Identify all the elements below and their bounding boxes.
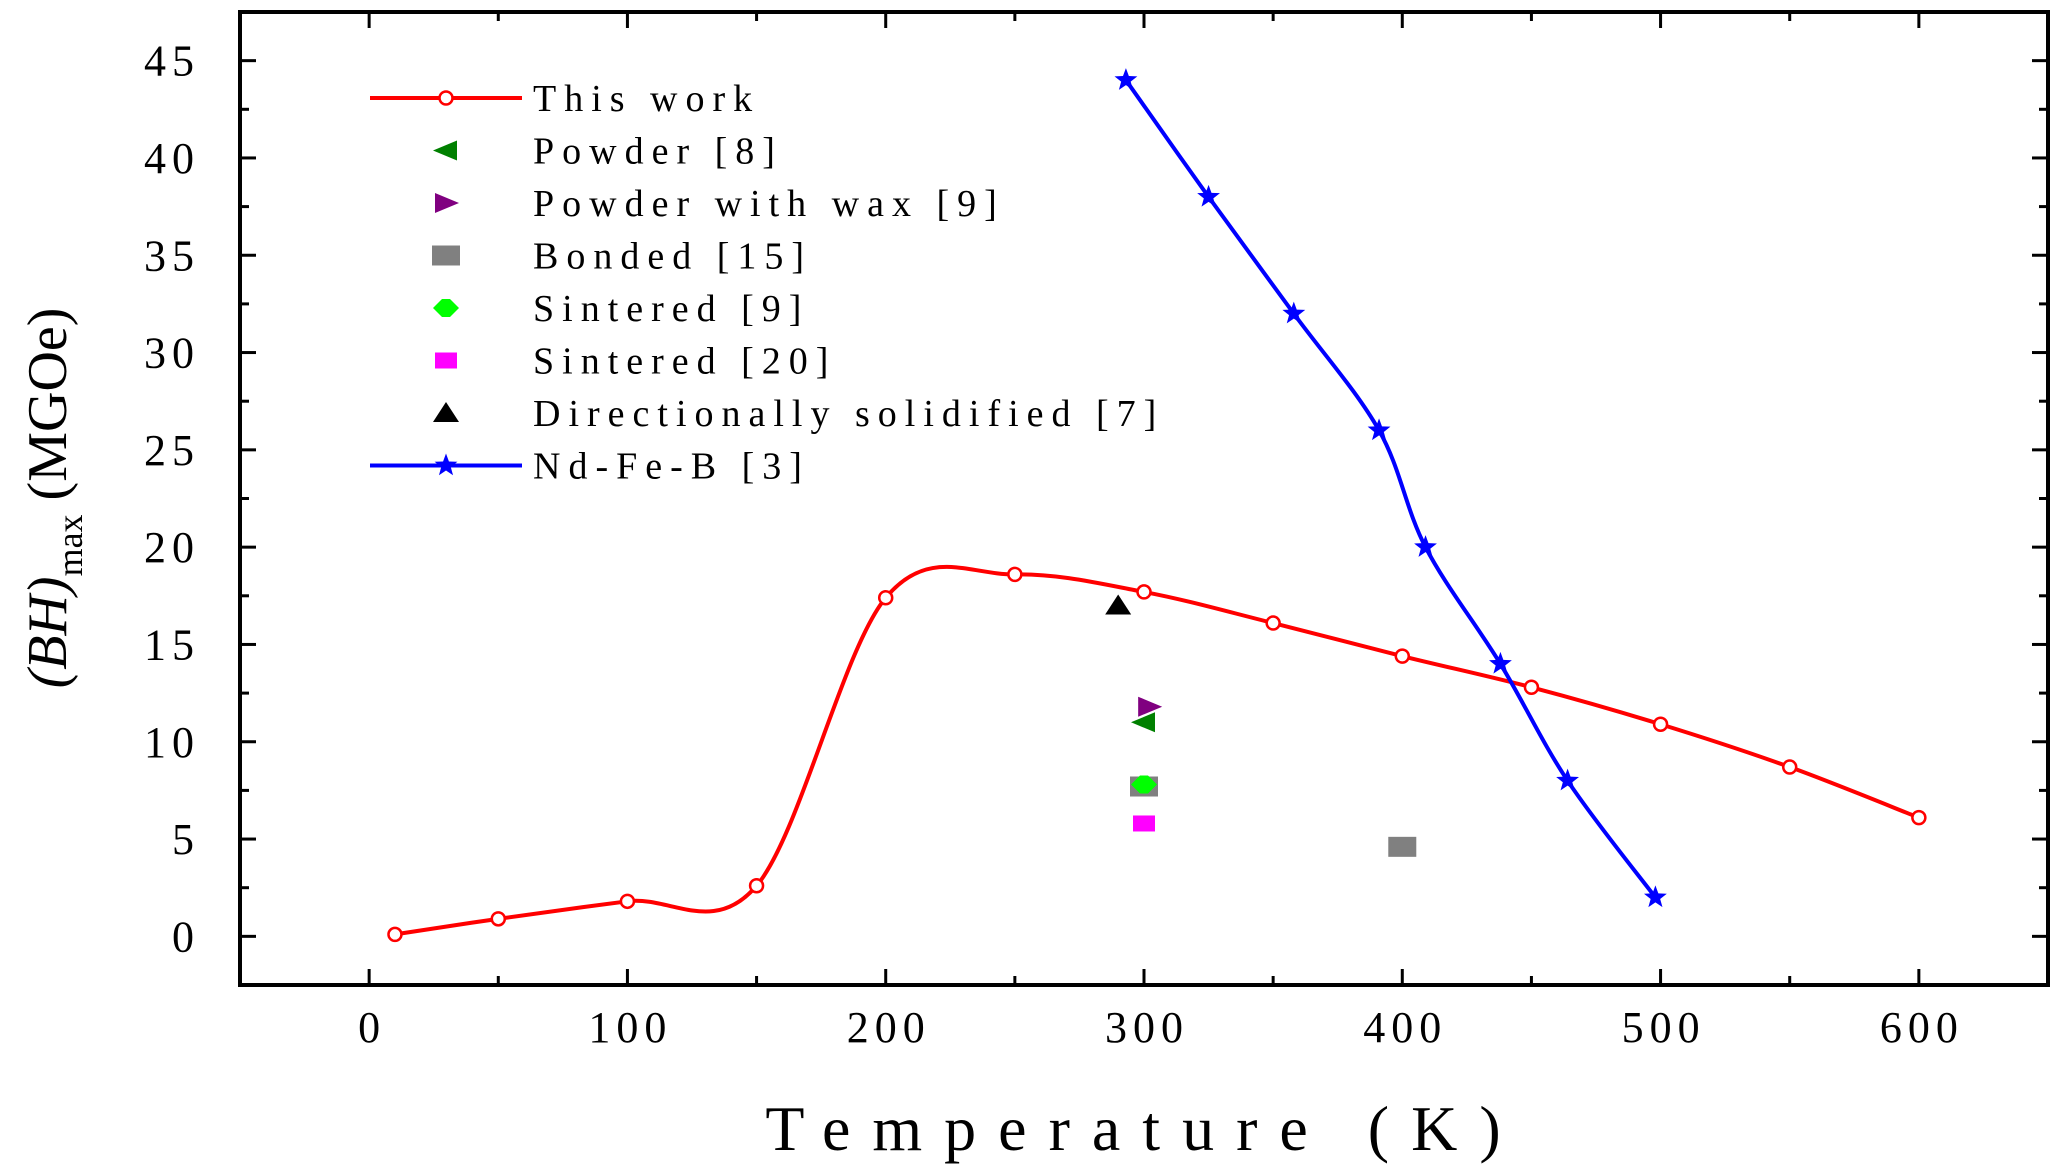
axis-ticks xyxy=(238,12,2050,985)
legend-label: Bonded [15] xyxy=(533,236,812,278)
legend-marker xyxy=(435,193,459,213)
data-point xyxy=(1105,594,1132,615)
y-tick-label: 25 xyxy=(144,426,200,475)
y-tick-label: 10 xyxy=(144,718,200,767)
legend-marker xyxy=(433,402,459,422)
x-tick-label: 500 xyxy=(1622,1003,1706,1052)
data-point xyxy=(877,589,894,606)
legend-item: Sintered [20] xyxy=(435,341,836,383)
data-point xyxy=(1136,584,1152,600)
series-directionally-solidified-7 xyxy=(1105,594,1132,615)
legend-marker xyxy=(435,352,457,369)
data-point xyxy=(1781,759,1798,775)
data-point xyxy=(490,911,507,927)
data-point xyxy=(1282,301,1306,324)
data-point xyxy=(1138,696,1163,717)
data-point xyxy=(1131,712,1155,733)
data-point xyxy=(1197,184,1220,207)
series-this-work xyxy=(387,564,1927,943)
legend-marker xyxy=(433,299,459,317)
legend-label: This work xyxy=(533,78,760,120)
x-axis-title: Temperature (K) xyxy=(765,1093,1522,1164)
x-tick-label: 400 xyxy=(1363,1003,1447,1052)
legend-item: Nd-Fe-B [3] xyxy=(370,446,810,488)
y-tick-label: 15 xyxy=(144,620,200,669)
data-point xyxy=(1652,716,1669,732)
data-point xyxy=(1265,615,1281,631)
data-point xyxy=(1556,768,1579,791)
legend-item: Powder [8] xyxy=(433,131,783,173)
tick-labels: 0 100 200 300 400 500 600 0 5 10 15 20 25 30 35 40 45 xyxy=(144,37,1964,1052)
series-powder-8 xyxy=(1131,712,1155,733)
data-point xyxy=(1367,418,1391,441)
y-axis-title: (BH)max (MGOe) xyxy=(17,308,90,689)
data-point xyxy=(1007,566,1023,583)
y-axis-title-subscript: max xyxy=(50,514,90,576)
data-point xyxy=(1131,775,1157,794)
legend-item: Bonded [15] xyxy=(432,236,812,278)
y-tick-label: 30 xyxy=(144,329,200,378)
series-sintered-9 xyxy=(1131,775,1157,794)
series-sintered-20 xyxy=(1133,815,1155,832)
series-powder-with-wax-9 xyxy=(1138,696,1163,717)
data-point xyxy=(387,926,403,943)
legend-label: Nd-Fe-B [3] xyxy=(533,446,810,488)
legend-item: Sintered [9] xyxy=(433,288,809,330)
y-tick-label: 35 xyxy=(144,231,200,280)
data-point xyxy=(1388,836,1417,857)
y-axis-title-prefix: (BH) xyxy=(17,576,79,688)
legend-item: Directionally solidified [7] xyxy=(433,393,1164,435)
legend-label: Sintered [9] xyxy=(533,288,809,330)
data-point xyxy=(1911,809,1927,826)
data-point xyxy=(1394,648,1411,664)
data-point xyxy=(1114,68,1138,90)
data-point xyxy=(1133,815,1155,832)
legend-label: Sintered [20] xyxy=(533,341,836,383)
legend-item: Powder with wax [9] xyxy=(435,183,1005,225)
y-tick-label: 0 xyxy=(172,912,200,961)
data-point xyxy=(1523,679,1540,696)
series-layer xyxy=(387,68,1927,943)
y-tick-label: 45 xyxy=(144,37,200,86)
series-line xyxy=(1124,78,1658,899)
data-point xyxy=(748,878,765,894)
legend-label: Directionally solidified [7] xyxy=(533,393,1164,435)
x-tick-label: 300 xyxy=(1105,1003,1189,1052)
y-tick-label: 20 xyxy=(144,523,200,572)
legend-marker xyxy=(432,245,460,266)
legend-marker xyxy=(434,453,458,476)
y-tick-label: 40 xyxy=(144,134,200,183)
data-point xyxy=(1414,535,1437,557)
legend-marker xyxy=(438,90,454,106)
legend-label: Powder [8] xyxy=(533,131,783,173)
legend: This work Powder [8] Powder with wax [9] Bo… xyxy=(370,78,1164,488)
x-tick-label: 200 xyxy=(847,1003,931,1052)
data-point xyxy=(1643,885,1667,908)
x-tick-label: 0 xyxy=(358,1003,386,1052)
data-point xyxy=(619,893,636,910)
legend-label: Powder with wax [9] xyxy=(533,183,1005,225)
data-point xyxy=(1489,651,1512,674)
y-tick-label: 5 xyxy=(172,815,200,864)
x-tick-label: 600 xyxy=(1880,1003,1964,1052)
series-nd-fe-b-3 xyxy=(1114,68,1667,908)
y-axis-title-units: (MGOe) xyxy=(17,308,79,501)
legend-marker xyxy=(433,140,457,161)
legend-item: This work xyxy=(370,78,760,120)
x-tick-label: 100 xyxy=(588,1003,672,1052)
plot-frame xyxy=(238,10,2050,987)
